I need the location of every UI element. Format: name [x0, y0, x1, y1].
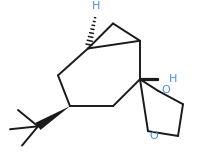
Text: H: H: [169, 74, 177, 84]
Text: H: H: [92, 1, 100, 11]
Text: O: O: [149, 131, 158, 141]
Text: O: O: [161, 85, 170, 95]
Polygon shape: [36, 106, 70, 130]
